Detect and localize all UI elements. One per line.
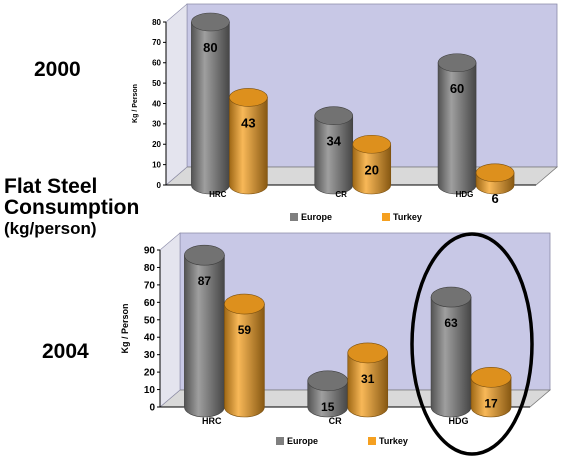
y-tick-label: 0 [157, 181, 162, 190]
y-axis-label: Kg / Person [132, 84, 139, 123]
bar-europe-cr [314, 115, 354, 195]
data-label-europe-hdg: 60 [450, 81, 464, 96]
y-tick-label: 50 [144, 315, 156, 326]
y-tick-label: 60 [144, 298, 156, 309]
bar-top-turkey-cr [352, 134, 392, 154]
bar-top-europe-hrc [184, 244, 225, 266]
bar-turkey-hrc [229, 97, 268, 195]
data-label-turkey-hdg: 6 [491, 191, 498, 206]
legend-swatch-europe [276, 437, 284, 445]
y-tick-label: 80 [152, 18, 161, 27]
year-2000-label: 2000 [34, 58, 81, 81]
data-label-turkey-hrc: 59 [238, 323, 252, 337]
legend-label-europe: Europe [287, 436, 318, 446]
legend-swatch-europe [290, 213, 298, 221]
y-tick-label: 60 [152, 59, 161, 68]
bar-europe-hrc [184, 254, 225, 418]
y-axis-label: Kg / Person [120, 303, 130, 353]
bar-turkey-hrc [224, 303, 265, 418]
bar-top-europe-hdg [437, 53, 477, 73]
y-tick-label: 20 [144, 368, 156, 379]
bar-top-turkey-hrc [229, 88, 268, 107]
figure-title: Flat Steel Consumption (kg/person) [4, 175, 140, 238]
bar-top-turkey-hdg [470, 367, 512, 388]
highlight-ellipse [410, 232, 534, 456]
y-tick-label: 30 [144, 350, 156, 361]
bar-top-turkey-hrc [224, 293, 265, 315]
legend-label-europe: Europe [301, 212, 332, 222]
y-tick-label: 30 [152, 120, 161, 129]
data-label-europe-hdg: 63 [444, 316, 458, 330]
data-label-turkey-hrc: 43 [241, 115, 255, 130]
data-label-turkey-cr: 31 [361, 372, 375, 386]
bar-turkey-cr [352, 143, 392, 195]
y-tick-label: 70 [152, 38, 161, 47]
bar-turkey-cr [347, 352, 389, 418]
bar-turkey-hdg [470, 377, 512, 418]
chart-2000: 0 10 20 30 40 50 60 70 80 Kg / Person 80 43 HRC 34 20 C… [132, 3, 559, 222]
bar-top-europe-cr [307, 370, 349, 392]
legend-label-turkey: Turkey [379, 436, 408, 446]
bar-top-europe-hrc [191, 12, 230, 32]
data-label-turkey-hdg: 17 [484, 396, 498, 410]
category-label-hrc: HRC [209, 190, 227, 199]
legend-swatch-turkey [382, 213, 390, 221]
title-line-3: (kg/person) [4, 218, 97, 238]
legend-label-turkey: Turkey [393, 212, 422, 222]
bar-europe-cr [307, 380, 349, 418]
year-2004-label: 2004 [42, 340, 89, 363]
y-tick-label: 0 [149, 403, 155, 414]
bar-top-europe-cr [314, 106, 354, 126]
category-label-cr: CR [335, 190, 347, 199]
data-label-europe-cr: 15 [321, 400, 335, 414]
y-tick-label: 10 [152, 160, 161, 169]
y-tick-label: 40 [152, 99, 161, 108]
data-label-europe-cr: 34 [326, 134, 341, 149]
y-tick-label: 70 [144, 280, 156, 291]
category-label-hdg: HDG [456, 190, 474, 199]
bar-top-turkey-cr [347, 342, 389, 364]
y-tick-label: 40 [144, 333, 156, 344]
data-label-europe-hrc: 80 [203, 40, 217, 55]
chart-2004: 0 10 20 30 40 50 60 70 80 90 Kg / Person 87 59 HRC 15 3… [120, 232, 552, 446]
bar-europe-hrc [191, 21, 230, 195]
bar-top-europe-hdg [430, 286, 472, 308]
y-tick-label: 20 [152, 140, 161, 149]
y-tick-label: 80 [144, 263, 156, 274]
y-tick-label: 10 [144, 385, 156, 396]
bar-europe-hdg [430, 296, 472, 418]
plot-side-wall [159, 232, 181, 408]
plot-side-wall [165, 3, 188, 186]
title-line-2: Consumption [4, 196, 140, 220]
data-label-europe-hrc: 87 [198, 274, 212, 288]
legend-swatch-turkey [368, 437, 376, 445]
bar-europe-hdg [437, 62, 477, 195]
y-tick-label: 50 [152, 79, 161, 88]
data-label-turkey-cr: 20 [364, 162, 378, 177]
y-tick-label: 90 [144, 246, 156, 257]
title-line-1: Flat Steel [4, 175, 98, 198]
category-label-hrc: HRC [202, 416, 222, 426]
bar-top-turkey-hdg [475, 163, 515, 183]
category-label-hdg: HDG [448, 416, 468, 426]
category-label-cr: CR [329, 416, 342, 426]
